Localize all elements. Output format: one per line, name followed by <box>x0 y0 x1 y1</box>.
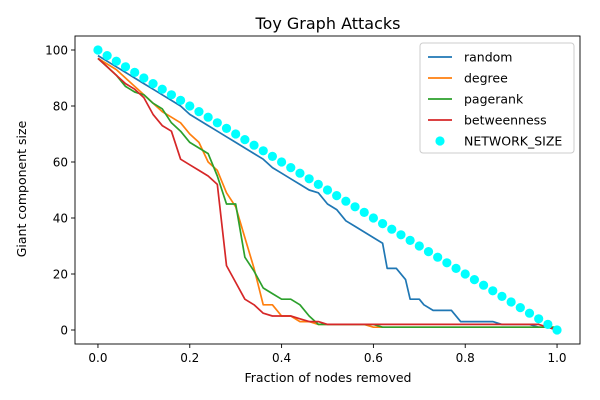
point-network-size <box>231 129 241 139</box>
y-tick-label: 60 <box>53 156 68 170</box>
point-network-size <box>276 157 287 167</box>
x-tick-label: 0.6 <box>364 351 383 365</box>
y-tick-label: 0 <box>60 324 68 338</box>
series-line-betweenness <box>97 57 558 331</box>
plot-area: 0.0 0.2 0.4 0.6 0.8 1.0 0 20 40 60 80 100 <box>45 35 581 365</box>
point-network-size <box>185 101 195 111</box>
point-network-size <box>258 146 268 156</box>
point-network-size <box>423 247 434 257</box>
point-network-size <box>157 84 167 94</box>
point-network-size <box>377 219 388 229</box>
legend: random degree pagerank betweenness NETWORK_S… <box>419 42 575 154</box>
point-network-size <box>350 202 360 212</box>
point-network-size <box>304 174 314 184</box>
point-network-size <box>506 297 516 307</box>
point-network-size <box>267 151 278 161</box>
chart-title: Toy Graph Attacks <box>255 14 401 33</box>
point-network-size <box>139 73 149 83</box>
point-network-size <box>221 123 232 133</box>
point-network-size <box>488 286 498 296</box>
point-network-size <box>102 51 112 61</box>
point-network-size <box>194 107 204 117</box>
legend-label-network-size: NETWORK_SIZE <box>464 134 562 149</box>
point-network-size <box>552 325 562 335</box>
series-line-pagerank <box>97 57 558 329</box>
point-network-size <box>497 291 507 301</box>
x-tick-label: 0.2 <box>180 351 199 365</box>
x-tick-label: 0.4 <box>272 351 291 365</box>
point-network-size <box>396 230 406 240</box>
y-tick-label: 100 <box>45 44 68 58</box>
point-network-size <box>166 90 177 100</box>
point-network-size <box>387 224 397 234</box>
x-tick-label: 0.0 <box>88 351 107 365</box>
y-tick-label: 20 <box>53 268 68 282</box>
y-tick-label: 80 <box>53 100 68 114</box>
legend-marker-network-size <box>435 136 445 146</box>
point-network-size <box>515 303 525 313</box>
axes-frame <box>74 35 581 345</box>
x-tick-label: 0.8 <box>456 351 475 365</box>
point-network-size <box>148 79 158 89</box>
legend-label-degree: degree <box>464 71 508 86</box>
point-network-size <box>478 280 489 290</box>
x-axis-label: Fraction of nodes removed <box>245 370 412 385</box>
point-network-size <box>524 308 535 318</box>
point-network-size <box>295 168 305 178</box>
legend-label-pagerank: pagerank <box>464 92 524 107</box>
point-network-size <box>212 118 222 128</box>
point-network-size <box>286 163 296 173</box>
point-network-size <box>322 185 333 195</box>
point-network-size <box>203 112 213 122</box>
point-network-size <box>240 135 250 145</box>
point-network-size <box>451 263 461 273</box>
point-network-size <box>175 95 186 105</box>
point-network-size <box>543 319 553 329</box>
point-network-size <box>414 241 424 251</box>
point-network-size <box>469 275 480 285</box>
point-network-size <box>405 235 415 245</box>
point-network-size <box>332 191 342 201</box>
point-network-size <box>341 196 351 206</box>
series-network-size <box>93 45 562 335</box>
legend-box <box>419 42 575 154</box>
point-network-size <box>368 213 379 223</box>
point-network-size <box>359 207 369 217</box>
y-tick-label: 40 <box>53 212 68 226</box>
point-network-size <box>460 269 470 279</box>
legend-label-random: random <box>464 50 512 65</box>
legend-label-betweenness: betweenness <box>464 113 547 128</box>
point-network-size <box>111 56 121 66</box>
point-network-size <box>442 258 452 268</box>
point-network-size <box>313 179 323 189</box>
x-tick-label: 1.0 <box>547 351 566 365</box>
point-network-size <box>93 45 103 55</box>
series-line-random <box>97 54 558 331</box>
point-network-size <box>433 252 443 262</box>
point-network-size <box>120 62 131 72</box>
point-network-size <box>534 314 544 324</box>
point-network-size <box>130 67 140 77</box>
point-network-size <box>249 140 259 150</box>
y-axis-label: Giant component size <box>14 120 29 257</box>
